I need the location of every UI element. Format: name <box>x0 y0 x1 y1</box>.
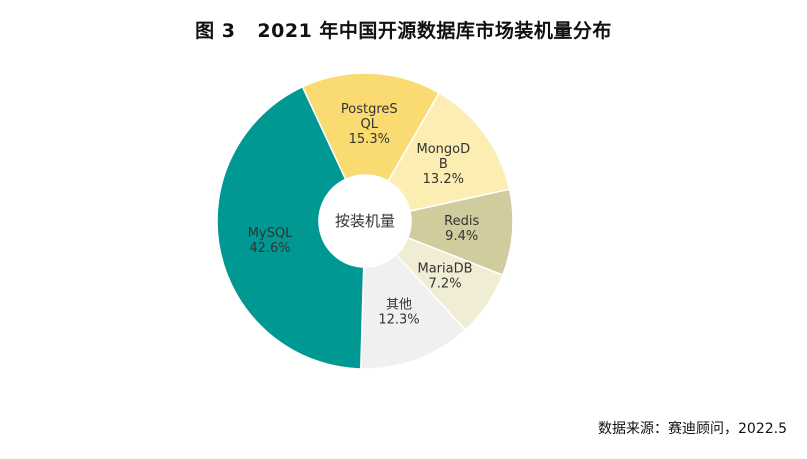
slice-label-mariadb: MariaDB 7.2% <box>418 261 473 291</box>
chart-title-text: 2021 年中国开源数据库市场装机量分布 <box>257 20 612 42</box>
slice-label-postgresql: PostgreS QL 15.3% <box>341 102 398 147</box>
slice-label-其他: 其他 12.3% <box>378 297 419 327</box>
chart-title: 图 3 2021 年中国开源数据库市场装机量分布 <box>0 16 807 43</box>
center-label: 按装机量 <box>335 212 395 230</box>
slice-label-mongodb: MongoD B 13.2% <box>417 142 471 187</box>
slice-label-redis: Redis 9.4% <box>444 214 479 244</box>
donut-hole <box>319 175 411 267</box>
figure-number: 图 3 <box>195 20 236 42</box>
source-note: 数据来源：赛迪顾问，2022.5 <box>598 421 787 437</box>
slice-label-mysql: MySQL 42.6% <box>248 226 293 256</box>
